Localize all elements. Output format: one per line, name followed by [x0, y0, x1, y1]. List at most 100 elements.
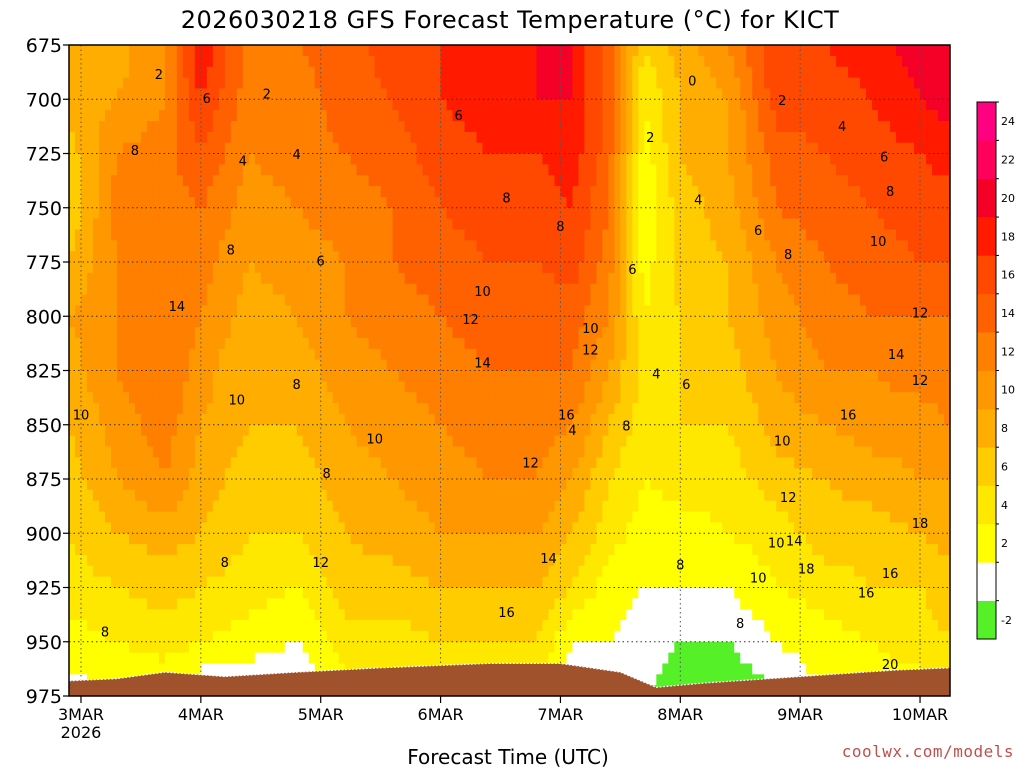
field-cell — [170, 55, 178, 68]
field-cell — [308, 120, 316, 133]
field-cell — [506, 544, 514, 556]
field-cell — [392, 316, 400, 328]
field-cell — [548, 229, 556, 241]
field-cell — [446, 413, 454, 426]
field-cell — [452, 609, 460, 621]
field-cell — [266, 337, 274, 350]
field-cell — [140, 316, 148, 328]
field-cell — [194, 457, 202, 469]
field-cell — [458, 348, 466, 361]
field-cell — [314, 630, 322, 643]
field-cell — [80, 544, 88, 556]
field-cell — [434, 327, 442, 339]
field-cell — [164, 337, 172, 350]
field-cell — [320, 446, 328, 458]
field-cell — [236, 229, 244, 241]
field-cell — [452, 327, 460, 339]
field-cell — [512, 164, 520, 176]
field-cell — [218, 240, 226, 252]
field-cell — [482, 131, 490, 144]
field-cell — [278, 218, 286, 231]
field-cell — [278, 479, 286, 491]
field-cell — [404, 294, 412, 306]
field-cell — [86, 186, 94, 198]
field-cell — [332, 45, 340, 57]
field-cell — [548, 55, 556, 68]
field-cell — [110, 457, 118, 469]
field-cell — [158, 652, 166, 665]
field-cell — [80, 316, 88, 328]
field-cell — [278, 251, 286, 263]
field-cell — [218, 468, 226, 480]
field-cell — [350, 544, 358, 556]
field-cell — [182, 544, 190, 556]
field-cell — [350, 424, 358, 437]
field-cell — [440, 229, 448, 241]
field-cell — [494, 131, 502, 144]
field-cell — [356, 544, 364, 556]
field-cell — [482, 110, 490, 122]
field-cell — [284, 554, 292, 567]
field-cell — [188, 348, 196, 361]
field-cell — [158, 88, 166, 100]
field-cell — [260, 652, 268, 665]
field-cell — [482, 348, 490, 361]
field-cell — [410, 337, 418, 350]
field-cell — [158, 305, 166, 317]
field-cell — [242, 175, 250, 187]
field-cell — [80, 164, 88, 176]
field-cell — [548, 381, 556, 393]
field-cell — [248, 120, 256, 133]
field-cell — [482, 99, 490, 111]
field-cell — [176, 489, 184, 502]
field-cell — [146, 435, 154, 448]
field-cell — [158, 207, 166, 220]
field-cell — [218, 120, 226, 133]
field-cell — [548, 479, 556, 491]
field-cell — [374, 522, 382, 534]
field-cell — [350, 381, 358, 393]
field-cell — [422, 294, 430, 306]
field-cell — [260, 218, 268, 231]
field-cell — [308, 533, 316, 545]
field-cell — [206, 99, 214, 111]
field-cell — [80, 283, 88, 296]
field-cell — [530, 403, 538, 415]
field-cell — [548, 337, 556, 350]
field-cell — [386, 229, 394, 241]
field-cell — [428, 294, 436, 306]
field-cell — [134, 218, 142, 231]
field-cell — [410, 66, 418, 79]
field-cell — [236, 251, 244, 263]
field-cell — [104, 565, 112, 578]
field-cell — [116, 142, 124, 155]
field-cell — [80, 99, 88, 111]
field-cell — [314, 348, 322, 361]
field-cell — [470, 565, 478, 578]
field-cell — [236, 598, 244, 610]
field-cell — [362, 305, 370, 317]
field-cell — [236, 544, 244, 556]
field-cell — [188, 196, 196, 209]
field-cell — [362, 522, 370, 534]
field-cell — [338, 587, 346, 599]
field-cell — [188, 207, 196, 220]
field-cell — [314, 66, 322, 79]
field-cell — [104, 446, 112, 458]
field-cell — [254, 565, 262, 578]
field-cell — [182, 370, 190, 382]
field-cell — [146, 110, 154, 122]
field-cell — [428, 620, 436, 632]
field-cell — [524, 468, 532, 480]
field-cell — [69, 468, 76, 480]
field-cell — [476, 370, 484, 382]
field-cell — [500, 435, 508, 448]
field-cell — [542, 294, 550, 306]
field-cell — [500, 207, 508, 220]
field-cell — [92, 110, 100, 122]
field-cell — [308, 131, 316, 144]
field-cell — [488, 153, 496, 165]
field-cell — [98, 392, 106, 404]
field-cell — [464, 641, 472, 654]
field-cell — [236, 240, 244, 252]
